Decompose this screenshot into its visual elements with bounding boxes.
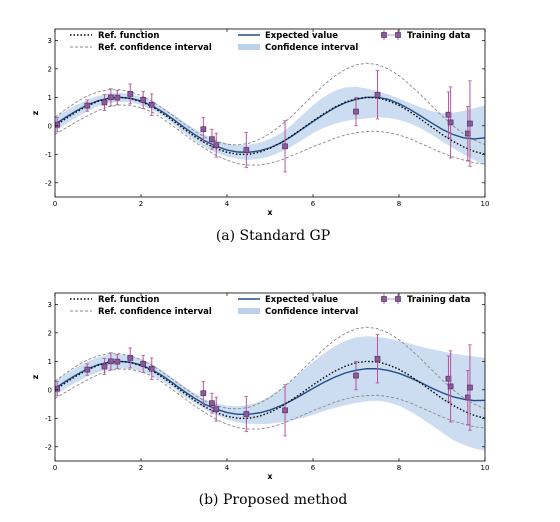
legend-confidence-label: Confidence interval: [265, 307, 358, 317]
axes-frame: [54, 292, 486, 462]
axes-frame: [54, 28, 486, 198]
y-tick-label: 2: [48, 65, 52, 73]
legend-expected-value-label: Expected value: [265, 295, 338, 305]
training-point: [101, 363, 108, 370]
chart-panel-1: 0 2 4 6 8 10 -2 -1 0 1 2 3 x z Ref. function Ref. confi…: [31, 292, 490, 508]
x-tick-label: 6: [311, 464, 316, 472]
expected-value-line: [55, 360, 485, 415]
training-point: [243, 411, 250, 417]
x-tick-label: 6: [311, 200, 316, 208]
training-point: [114, 358, 121, 365]
x-tick-label: 4: [225, 200, 230, 208]
x-tick-label: 2: [139, 200, 143, 208]
figure-caption: (a) Standard GP: [216, 228, 330, 244]
y-tick-label: 3: [48, 301, 52, 309]
training-point: [374, 355, 381, 362]
plot-area: [55, 326, 485, 451]
training-point: [148, 101, 155, 108]
x-axis-label: x: [267, 472, 273, 481]
training-point: [200, 126, 207, 133]
training-point: [140, 361, 146, 367]
y-axis-label: z: [31, 374, 40, 379]
y-tick-label: 0: [48, 386, 52, 394]
y-tick-label: 1: [48, 94, 52, 102]
legend: Ref. function Ref. confidence interval Exp…: [70, 30, 471, 53]
x-tick-label: 8: [397, 200, 401, 208]
training-point: [353, 372, 359, 379]
y-tick-label: 0: [48, 122, 52, 130]
legend-ref-function-label: Ref. function: [98, 31, 159, 41]
x-tick-label: 8: [397, 464, 401, 472]
training-point: [353, 108, 359, 115]
plot-area: [55, 62, 485, 173]
training-point: [282, 407, 288, 414]
y-axis-label: z: [31, 110, 40, 115]
legend-training-label: Training data: [407, 295, 471, 305]
x-axis-label: x: [267, 208, 273, 217]
training-point: [209, 400, 215, 407]
training-point: [447, 383, 454, 390]
x-tick-label: 0: [53, 200, 57, 208]
chart-panel-0: 0 2 4 6 8 10 -2 -1 0 1 2 3 x z Ref. function Ref. confi…: [31, 28, 490, 244]
training-point: [467, 120, 473, 127]
training-point: [101, 99, 108, 106]
training-point: [148, 365, 155, 372]
training-point: [127, 91, 134, 97]
legend-ref-ci-label: Ref. confidence interval: [98, 307, 212, 317]
training-point: [114, 94, 121, 101]
legend-training-label: Training data: [407, 31, 471, 41]
ref-function-line: [55, 360, 485, 419]
legend-ref-function-label: Ref. function: [98, 295, 159, 305]
legend-confidence-swatch: [238, 308, 260, 314]
training-point: [243, 147, 250, 153]
y-tick-label: 1: [48, 358, 52, 366]
ref-ci-upper-line: [55, 62, 485, 146]
y-tick-label: 3: [48, 37, 52, 45]
legend-expected-value-label: Expected value: [265, 31, 338, 41]
training-point: [127, 355, 134, 361]
legend-confidence-label: Confidence interval: [265, 43, 358, 53]
legend-training-marker: [381, 296, 387, 302]
legend-confidence-swatch: [238, 44, 260, 50]
training-point: [55, 121, 61, 128]
training-point: [140, 97, 146, 103]
training-point: [200, 390, 207, 397]
legend-training-marker: [381, 32, 387, 38]
x-tick-label: 0: [53, 464, 57, 472]
legend-training-marker: [395, 296, 401, 302]
y-tick-label: -1: [45, 415, 52, 423]
training-point: [108, 358, 114, 365]
legend: Ref. function Ref. confidence interval Exp…: [70, 294, 471, 317]
ref-function-line: [55, 96, 485, 155]
training-point: [282, 143, 288, 150]
x-tick-label: 4: [225, 464, 230, 472]
training-point: [374, 91, 381, 98]
y-tick-label: -1: [45, 151, 52, 159]
legend-ref-ci-label: Ref. confidence interval: [98, 43, 212, 53]
training-point: [447, 119, 454, 126]
training-point: [84, 366, 91, 373]
training-point: [213, 406, 220, 413]
legend-training-marker: [395, 32, 401, 38]
y-tick-label: -2: [45, 443, 52, 451]
training-point: [213, 142, 220, 149]
x-tick-label: 10: [481, 200, 490, 208]
training-point: [467, 384, 473, 391]
x-tick-label: 2: [139, 464, 143, 472]
training-point: [55, 385, 61, 392]
figure-caption: (b) Proposed method: [199, 492, 348, 508]
training-point: [209, 136, 215, 143]
training-point: [108, 94, 114, 101]
y-tick-label: -2: [45, 179, 52, 187]
training-point: [84, 102, 91, 109]
y-tick-label: 2: [48, 329, 52, 337]
x-tick-label: 10: [481, 464, 490, 472]
